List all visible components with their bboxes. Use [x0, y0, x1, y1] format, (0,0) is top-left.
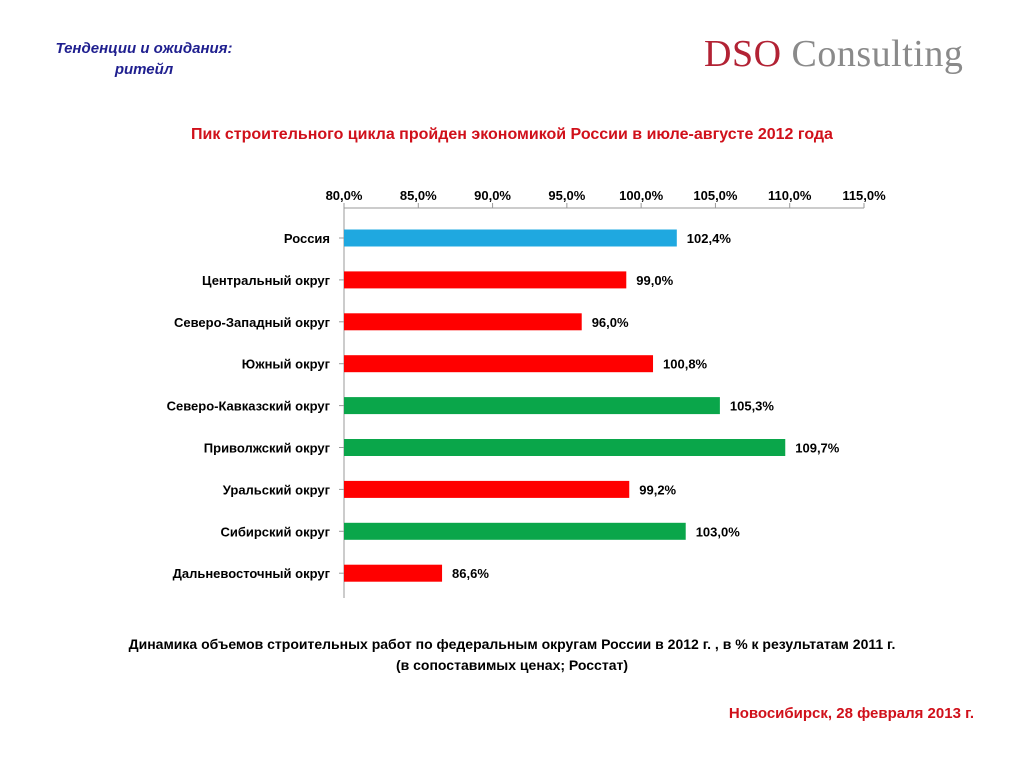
x-tick-label: 105,0% [693, 188, 738, 203]
category-label: Дальневосточный округ [173, 566, 331, 581]
chart-caption-line2: (в сопоставимых ценах; Росстат) [395, 657, 628, 673]
data-label: 100,8% [663, 357, 708, 372]
data-label: 96,0% [592, 315, 629, 330]
category-label: Сибирский округ [220, 524, 330, 539]
data-label: 99,0% [636, 273, 673, 288]
logo-dso: DSO [704, 33, 782, 75]
data-label: 99,2% [639, 482, 676, 497]
x-tick-label: 115,0% [842, 188, 886, 203]
x-tick-label: 80,0% [326, 188, 363, 203]
category-label: Центральный округ [202, 273, 331, 288]
slide-subtitle: Тенденции и ожидания: ритейл [44, 38, 244, 80]
bar-chart: 80,0% 85,0% 90,0% 95,0% 100,0% 105,0% 110,0% 11… [167, 188, 886, 598]
data-label: 105,3% [730, 399, 775, 414]
x-tick-label: 110,0% [768, 188, 812, 203]
x-tick-label: 100,0% [619, 188, 664, 203]
bar [344, 564, 443, 582]
footer-location-date: Новосибирск, 28 февраля 2013 г. [728, 705, 974, 722]
category-label: Россия [284, 231, 330, 246]
bar [344, 522, 686, 540]
category-label: Южный округ [242, 357, 331, 372]
chart-caption-line1: Динамика объемов строительных работ по ф… [128, 636, 896, 652]
data-label: 103,0% [696, 524, 741, 539]
bar [344, 271, 627, 289]
chart-caption: Динамика объемов строительных работ по ф… [0, 634, 1024, 676]
company-logo: DSO Consulting [704, 32, 963, 76]
bar [344, 229, 677, 247]
bar [344, 439, 786, 456]
bar [344, 355, 654, 373]
slide-subtitle-line1: Тенденции и ожидания: [55, 40, 233, 57]
data-label: 86,6% [452, 566, 489, 581]
category-label: Приволжский округ [204, 441, 331, 456]
slide-subtitle-line2: ритейл [114, 61, 174, 78]
category-label: Северо-Западный округ [174, 315, 331, 330]
slide-title: Пик строительного цикла пройден экономик… [191, 126, 833, 143]
x-tick-label: 90,0% [474, 188, 511, 203]
bar [344, 480, 630, 498]
data-label: 102,4% [687, 231, 732, 246]
category-label: Уральский округ [223, 482, 331, 497]
bar [344, 397, 720, 415]
bar [344, 313, 582, 331]
x-tick-label: 95,0% [548, 188, 585, 203]
logo-consulting: Consulting [781, 33, 964, 75]
data-label: 109,7% [795, 441, 840, 456]
x-tick-label: 85,0% [400, 188, 437, 203]
category-label: Северо-Кавказский округ [167, 399, 331, 414]
